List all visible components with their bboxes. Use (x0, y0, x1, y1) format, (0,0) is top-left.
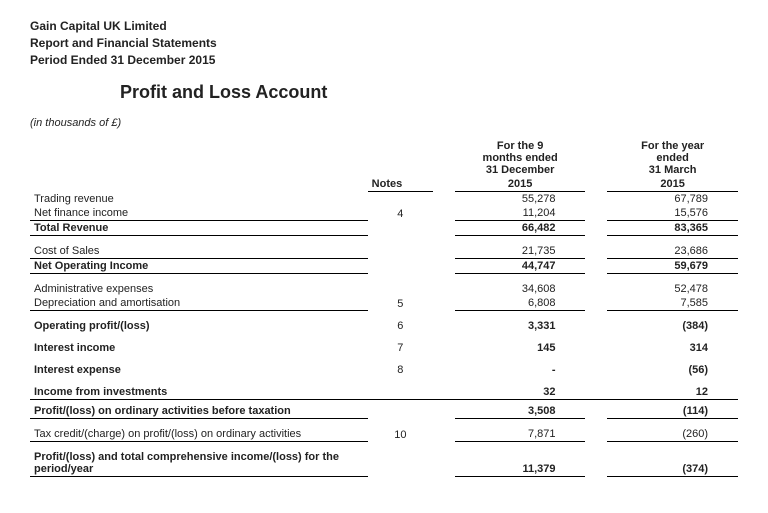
table-row: Tax credit/(charge) on profit/(loss) on … (30, 427, 738, 442)
notes-header: Notes (368, 177, 433, 192)
table-row: Net Operating Income 44,747 59,679 (30, 259, 738, 274)
company-name: Gain Capital UK Limited (30, 18, 738, 35)
page-title: Profit and Loss Account (120, 82, 738, 103)
units-label: (in thousands of £) (30, 117, 738, 129)
report-name: Report and Financial Statements (30, 35, 738, 52)
table-row: Administrative expenses 34,608 52,478 (30, 282, 738, 296)
table-row: Interest expense 8 - (56) (30, 363, 738, 377)
table-row: Cost of Sales 21,735 23,686 (30, 244, 738, 259)
table-header-row: For the 9 months ended 31 December For t… (30, 139, 738, 177)
table-row: Net finance income 4 11,204 15,576 (30, 206, 738, 221)
table-row: Profit/(loss) on ordinary activities bef… (30, 404, 738, 419)
col2-header: For the year ended 31 March (607, 139, 738, 177)
table-row: Operating profit/(loss) 6 3,331 (384) (30, 319, 738, 333)
table-header-years: Notes 2015 2015 (30, 177, 738, 192)
col1-header: For the 9 months ended 31 December (455, 139, 586, 177)
table-row: Profit/(loss) and total comprehensive in… (30, 450, 738, 477)
profit-loss-table: For the 9 months ended 31 December For t… (30, 139, 738, 477)
table-row: Trading revenue 55,278 67,789 (30, 192, 738, 207)
table-row: Total Revenue 66,482 83,365 (30, 221, 738, 236)
period-label: Period Ended 31 December 2015 (30, 52, 738, 69)
table-row: Income from investments 32 12 (30, 385, 738, 400)
table-row: Depreciation and amortisation 5 6,808 7,… (30, 296, 738, 311)
table-row: Interest income 7 145 314 (30, 341, 738, 355)
document-header: Gain Capital UK Limited Report and Finan… (30, 18, 738, 68)
